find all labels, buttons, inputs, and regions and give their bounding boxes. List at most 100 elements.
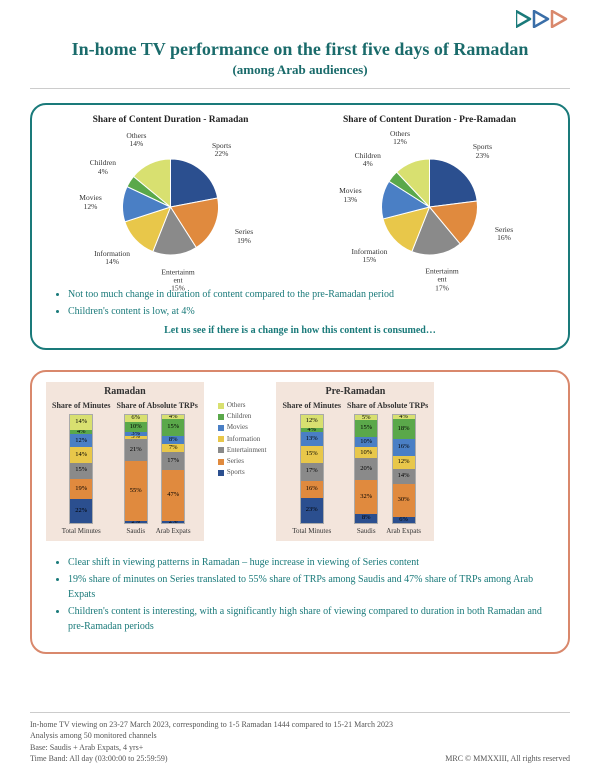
footer: In-home TV viewing on 23-27 March 2023, … [30,712,570,764]
legend-item: Movies [218,422,267,433]
bar-segment-entertainment: 17% [162,452,184,470]
bar-segment-information: 12% [393,456,415,469]
bar-stack: 23%16%17%15%13%4%12% [300,414,324,524]
bar-stack: 8%32%20%10%10%15%5% [354,414,378,524]
bar-segment-information: 10% [355,447,377,458]
bar-stack: 2%55%21%3%3%10%6% [124,414,148,524]
legend-item: Others [218,400,267,411]
bar-segment-series: 30% [393,484,415,516]
legend-item: Sports [218,467,267,478]
pie-bullets: Not too much change in duration of conte… [68,287,554,319]
bar-segment-movies: 10% [355,437,377,448]
bar-segment-sports: 8% [355,514,377,523]
pie-title: Share of Content Duration - Ramadan [46,115,295,125]
bar-segment-series: 47% [162,470,184,521]
pie-slice-label: Entertainm ent 17% [425,268,458,293]
pie-slice-label: Series 19% [235,228,253,245]
stack-label: Arab Expats [156,527,191,535]
bar-segment-children: 15% [355,420,377,436]
legend-swatch [218,414,224,420]
stack-label: Saudis [357,527,376,535]
bullet-item: Children's content is interesting, with … [68,604,554,634]
pie-slice-label: Sports 23% [473,143,492,160]
pie-slice-label: Information 15% [351,248,387,265]
bar-segment-series: 55% [125,461,147,520]
footer-line: Base: Saudis + Arab Expats, 4 yrs+ [30,742,570,753]
legend-swatch [218,425,224,431]
legend-swatch [218,470,224,476]
pie-slice-label: Movies 12% [79,194,102,211]
pie-pre-ramadan: Share of Content Duration - Pre-Ramadan … [305,115,554,279]
bar-sub-title: Share of Absolute TRPs [117,401,198,410]
page-subtitle: (among Arab audiences) [30,62,570,78]
bar-panel-title: Ramadan [52,386,198,397]
bar-segment-entertainment: 21% [125,439,147,462]
footer-line: In-home TV viewing on 23-27 March 2023, … [30,719,570,730]
bullet-item: Not too much change in duration of conte… [68,287,554,302]
bar-panel: Ramadan Share of Minutes 22%19%15%14%12%4%… [46,382,204,541]
bar-segment-children: 15% [162,419,184,435]
bullet-item: Children's content is low, at 4% [68,304,554,319]
stack-label: Total Minutes [292,527,331,535]
bar-segment-sports: 23% [301,498,323,523]
logo [30,10,570,33]
bar-segment-sports: 2% [162,521,184,523]
bar-segment-series: 16% [301,481,323,498]
pie-panel: Share of Content Duration - Ramadan Spor… [30,103,570,350]
legend-swatch [218,447,224,453]
bar-stack: 2%47%17%7%8%15%4% [161,414,185,524]
legend-swatch [218,436,224,442]
bar-segment-sports: 6% [393,517,415,523]
bar-segment-sports: 22% [70,499,92,523]
footer-line: Time Band: All day (03:00:00 to 25:59:59… [30,753,167,764]
bar-segment-information: 15% [301,446,323,462]
bullet-item: Clear shift in viewing patterns in Ramad… [68,555,554,570]
bar-segment-others: 14% [70,415,92,430]
pie-ramadan: Share of Content Duration - Ramadan Spor… [46,115,295,279]
bullet-item: 19% share of minutes on Series translate… [68,572,554,602]
legend-swatch [218,403,224,409]
pie-slice-label: Sports 22% [212,142,231,159]
bar-segment-others: 12% [301,415,323,428]
legend: OthersChildrenMoviesInformationEntertain… [214,382,267,541]
pie-slice-label: Others 12% [390,130,410,147]
title-block: In-home TV performance on the first five… [30,39,570,89]
bar-segment-movies: 12% [70,434,92,447]
stack-label: Saudis [126,527,145,535]
legend-item: Information [218,434,267,445]
bar-segment-series: 19% [70,479,92,500]
bar-segment-series: 32% [355,480,377,515]
legend-item: Entertainment [218,445,267,456]
bar-panel-title: Pre-Ramadan [282,386,428,397]
footer-line: Analysis among 50 monitored channels [30,730,570,741]
bar-stack: 6%30%14%12%16%18%4% [392,414,416,524]
bar-segment-children: 18% [393,419,415,438]
pie-title: Share of Content Duration - Pre-Ramadan [305,115,554,125]
bar-sub-title: Share of Minutes [282,401,341,410]
pie-slice-label: Information 14% [94,249,130,266]
stack-label: Total Minutes [62,527,101,535]
pie-slice-label: Entertainm ent 15% [161,268,194,293]
bar-segment-information: 14% [70,447,92,462]
legend-swatch [218,459,224,465]
legend-item: Series [218,456,267,467]
pie-slice-label: Children 4% [90,159,116,176]
bar-segment-entertainment: 17% [301,463,323,481]
pie-lead: Let us see if there is a change in how t… [46,325,554,336]
bar-segment-movies: 16% [393,439,415,456]
pie-slice-label: Children 4% [355,152,381,169]
pie-slice-label: Series 16% [495,226,513,243]
bar-segment-information: 7% [162,444,184,452]
bar-segment-entertainment: 15% [70,463,92,479]
bar-segment-entertainment: 14% [393,469,415,484]
bar-segment-movies: 8% [162,436,184,445]
bar-segment-movies: 13% [301,432,323,446]
stack-bullets: Clear shift in viewing patterns in Ramad… [68,555,554,634]
bar-segment-children: 10% [125,422,147,433]
bars-panel: Ramadan Share of Minutes 22%19%15%14%12%4%… [30,370,570,654]
bar-stack: 22%19%15%14%12%4%14% [69,414,93,524]
pie-slice-label: Movies 13% [339,187,362,204]
bar-sub-title: Share of Minutes [52,401,111,410]
pie-slice-sports [430,159,478,207]
stack-label: Arab Expats [386,527,421,535]
